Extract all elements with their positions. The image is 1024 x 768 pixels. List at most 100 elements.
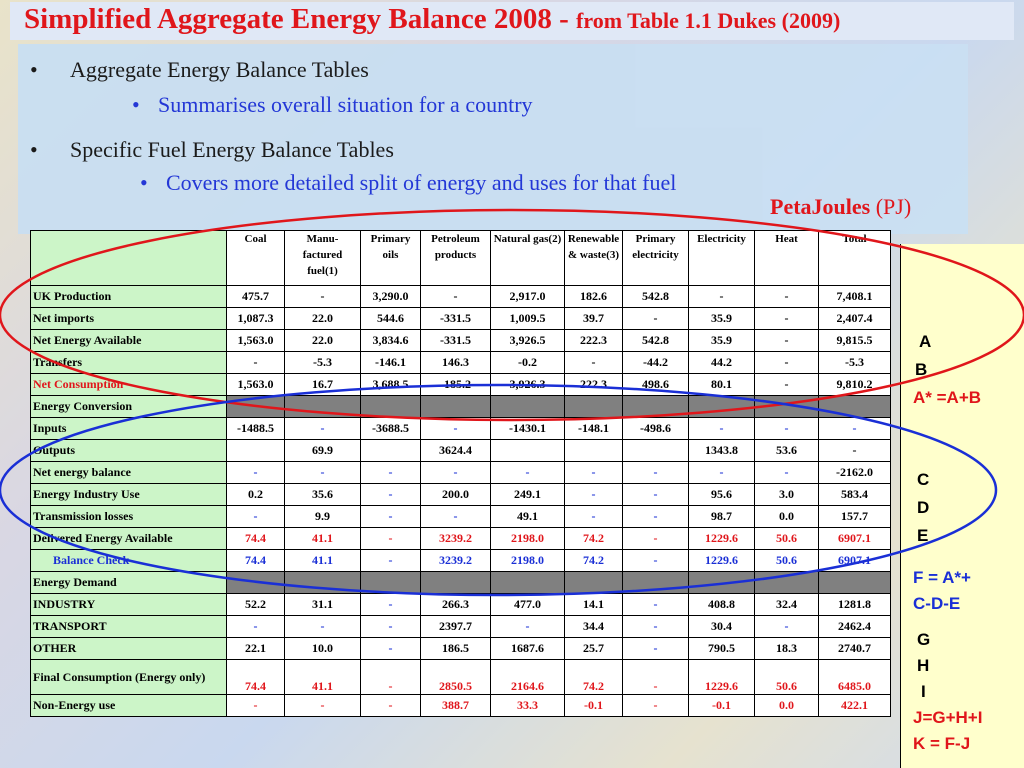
- row-label: Net imports: [30, 307, 227, 330]
- bullet-panel: • Aggregate Energy Balance Tables • Summ…: [18, 44, 968, 234]
- table-cell: 3624.4: [420, 439, 491, 462]
- table-cell: 0.0: [754, 694, 819, 717]
- table-cell: -: [754, 461, 819, 484]
- table-cell: 477.0: [490, 593, 565, 616]
- note-g: G: [917, 630, 931, 649]
- table-cell: 3239.2: [420, 527, 491, 550]
- table-cell: 266.3: [420, 593, 491, 616]
- title-source: from Table 1.1 Dukes (2009): [576, 8, 841, 33]
- table-cell: 1687.6: [490, 637, 565, 660]
- table-cell: -: [754, 615, 819, 638]
- row-label: OTHER: [30, 637, 227, 660]
- table-cell: 6907.1: [818, 527, 891, 550]
- table-cell: -0.1: [688, 694, 755, 717]
- table-cell: 74.4: [226, 527, 285, 550]
- table-cell: -: [284, 285, 361, 308]
- table-cell: -: [420, 461, 491, 484]
- section-cell: [420, 395, 491, 418]
- table-cell: -331.5: [420, 329, 491, 352]
- table-cell: -: [564, 483, 623, 506]
- section-cell: [564, 395, 623, 418]
- bullet-1-sub: Summarises overall situation for a count…: [158, 92, 533, 117]
- section-cell: [360, 395, 421, 418]
- table-cell: 34.4: [564, 615, 623, 638]
- table-cell: 157.7: [818, 505, 891, 528]
- units-paren: (PJ): [875, 194, 912, 219]
- table-cell: 52.2: [226, 593, 285, 616]
- table-cell: -: [226, 615, 285, 638]
- table-cell: -: [818, 417, 891, 440]
- table-cell: 74.2: [564, 659, 623, 695]
- table-row: Inputs -1488.5- -3688.5- -1430.1 -148.1 -498.…: [30, 417, 891, 440]
- table-cell: 32.4: [754, 593, 819, 616]
- table-cell: -: [818, 439, 891, 462]
- section-cell: [490, 571, 565, 594]
- table-cell: 1,563.0: [226, 373, 285, 396]
- table-cell: 95.6: [688, 483, 755, 506]
- section-cell: [818, 395, 891, 418]
- table-cell: -: [226, 461, 285, 484]
- row-label: Non-Energy use: [30, 694, 227, 717]
- row-label: Net Energy Available: [30, 329, 227, 352]
- col-header: Primary oils: [360, 230, 421, 286]
- table-cell: 2198.0: [490, 527, 565, 550]
- table-cell: 3239.2: [420, 549, 491, 572]
- table-cell: 41.1: [284, 549, 361, 572]
- table-cell: -: [360, 615, 421, 638]
- table-row: Energy Demand: [30, 571, 891, 594]
- table-cell: 10.0: [284, 637, 361, 660]
- table-cell: -: [226, 351, 285, 374]
- sub-bullet-marker: •: [132, 92, 140, 117]
- table-cell: -: [360, 527, 421, 550]
- table-cell: -: [226, 694, 285, 717]
- row-label: TRANSPORT: [30, 615, 227, 638]
- table-cell: 2164.6: [490, 659, 565, 695]
- table-cell: 22.0: [284, 329, 361, 352]
- table-row: Transmission losses -9.9- -49.1- -98.7 0.0 15…: [30, 505, 891, 528]
- section-cell: [622, 571, 689, 594]
- table-cell: 9.9: [284, 505, 361, 528]
- table-cell: -: [564, 505, 623, 528]
- table-row: TRANSPORT - - -2397.7-34.4-30.4-2462.4: [30, 615, 891, 638]
- table-cell: -2162.0: [818, 461, 891, 484]
- table-cell: 6485.0: [818, 659, 891, 695]
- table-cell: 35.6: [284, 483, 361, 506]
- table-cell: [360, 439, 421, 462]
- table-cell: 1229.6: [688, 659, 755, 695]
- table-row: UK Production 475.7-3,290.0-2,917.0 182.6 5…: [30, 285, 891, 308]
- table-cell: -: [754, 373, 819, 396]
- bullet-marker: •: [30, 137, 38, 162]
- table-cell: -: [688, 417, 755, 440]
- table-cell: 1281.8: [818, 593, 891, 616]
- table-cell: -: [754, 307, 819, 330]
- table-row: Net Energy Available 1,563.0 22.0 3,834.6 -3…: [30, 329, 891, 352]
- table-cell: -: [360, 505, 421, 528]
- section-cell: [688, 395, 755, 418]
- note-j: J=G+H+I: [913, 708, 983, 727]
- table-cell: -: [420, 417, 491, 440]
- table-row: Final Consumption (Energy only) 74.4 41.1-…: [30, 659, 891, 695]
- table-cell: -: [360, 461, 421, 484]
- table-cell: 50.6: [754, 527, 819, 550]
- col-header: Primary electricity: [622, 230, 689, 286]
- row-label: Energy Industry Use: [30, 483, 227, 506]
- table-cell: 542.8: [622, 285, 689, 308]
- table-cell: 31.1: [284, 593, 361, 616]
- section-cell: [490, 395, 565, 418]
- bullet-1: Aggregate Energy Balance Tables: [70, 57, 369, 82]
- section-cell: [754, 571, 819, 594]
- table-cell: -: [622, 593, 689, 616]
- table-cell: 544.6: [360, 307, 421, 330]
- table-cell: -: [622, 637, 689, 660]
- table-cell: 2462.4: [818, 615, 891, 638]
- table-cell: 475.7: [226, 285, 285, 308]
- table-row: Delivered Energy Available 74.4 41.1-3239.…: [30, 527, 891, 550]
- note-d: D: [917, 498, 930, 517]
- table-cell: 388.7: [420, 694, 491, 717]
- table-cell: 408.8: [688, 593, 755, 616]
- row-label: Net energy balance: [30, 461, 227, 484]
- table-cell: 146.3: [420, 351, 491, 374]
- table-cell: -: [284, 615, 361, 638]
- table-cell: 35.9: [688, 329, 755, 352]
- table-cell: -: [360, 593, 421, 616]
